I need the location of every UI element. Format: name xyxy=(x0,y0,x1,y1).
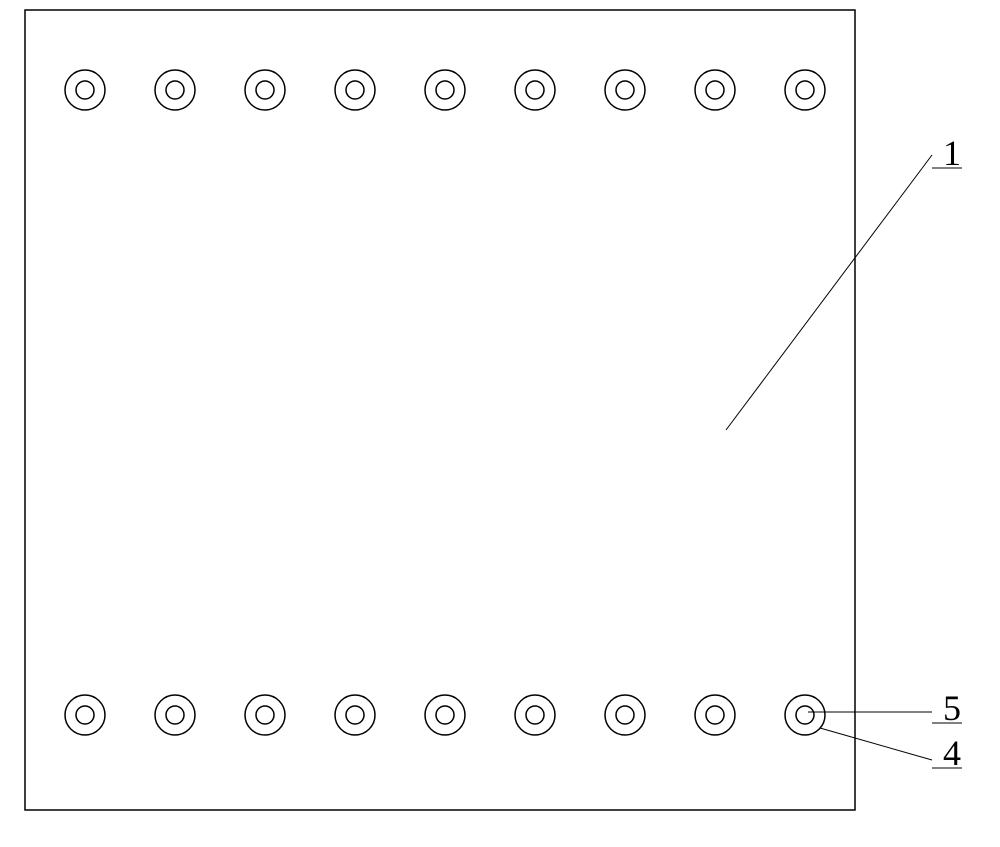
hole-inner xyxy=(346,706,364,724)
hole-inner xyxy=(346,81,364,99)
hole-outer xyxy=(425,695,465,735)
hole-outer xyxy=(515,70,555,110)
hole-outer xyxy=(605,695,645,735)
hole-inner xyxy=(796,706,814,724)
hole-outer xyxy=(605,70,645,110)
schematic-diagram: 1 5 4 xyxy=(0,0,1000,847)
hole-inner xyxy=(436,706,454,724)
hole-inner xyxy=(616,706,634,724)
hole-inner xyxy=(256,81,274,99)
hole-outer xyxy=(515,695,555,735)
hole-inner xyxy=(526,706,544,724)
hole-outer xyxy=(245,70,285,110)
hole-inner xyxy=(76,706,94,724)
hole-inner xyxy=(76,81,94,99)
hole-inner xyxy=(706,706,724,724)
hole-outer xyxy=(425,70,465,110)
leader-line xyxy=(726,155,932,430)
callout-label: 1 xyxy=(943,133,961,173)
hole-outer xyxy=(335,70,375,110)
hole-inner xyxy=(526,81,544,99)
hole-outer xyxy=(335,695,375,735)
callout-label: 4 xyxy=(943,733,961,773)
hole-outer xyxy=(155,70,195,110)
hole-outer xyxy=(245,695,285,735)
hole-inner xyxy=(256,706,274,724)
hole-inner xyxy=(436,81,454,99)
hole-inner xyxy=(166,706,184,724)
hole-outer xyxy=(695,70,735,110)
plate-outline xyxy=(25,10,855,810)
hole-inner xyxy=(706,81,724,99)
callout-label: 5 xyxy=(943,688,961,728)
leader-line xyxy=(820,728,932,760)
hole-outer xyxy=(785,70,825,110)
hole-outer xyxy=(785,695,825,735)
hole-outer xyxy=(155,695,195,735)
hole-outer xyxy=(65,70,105,110)
hole-inner xyxy=(166,81,184,99)
hole-inner xyxy=(616,81,634,99)
hole-outer xyxy=(65,695,105,735)
hole-outer xyxy=(695,695,735,735)
hole-inner xyxy=(796,81,814,99)
